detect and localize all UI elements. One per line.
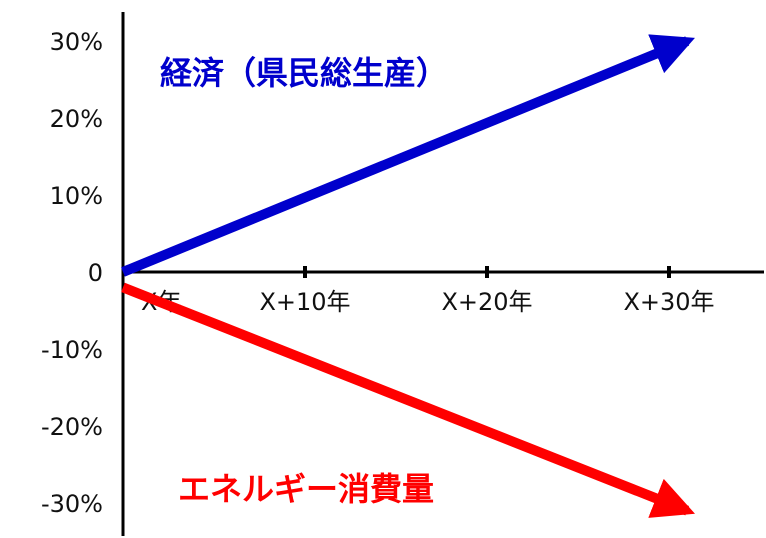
y-tick-label: 10% [50,182,103,210]
y-tick-label: 30% [50,28,103,56]
x-tick-label: X+30年 [623,288,714,316]
x-tick-label: X+10年 [259,288,350,316]
series-label: 経済（県民総生産） [160,54,448,92]
tick-labels: 30%20%10%0-10%-20%-30%X年 X+10年 X+20年 X+30年 [41,28,715,518]
y-tick-label: -20% [41,413,103,441]
series [121,34,696,518]
y-tick-label: -30% [41,490,103,518]
series-labels: 経済（県民総生産） エネルギー消費量 [160,54,448,508]
series-line [121,282,696,518]
y-tick-label: 20% [50,105,103,133]
x-tick-label: X+20年 [441,288,532,316]
y-tick-label: -10% [41,336,103,364]
y-tick-label: 0 [88,259,103,287]
series-line [121,34,695,277]
ticks [303,266,671,278]
series-label: エネルギー消費量 [178,470,434,508]
axes [121,12,764,536]
